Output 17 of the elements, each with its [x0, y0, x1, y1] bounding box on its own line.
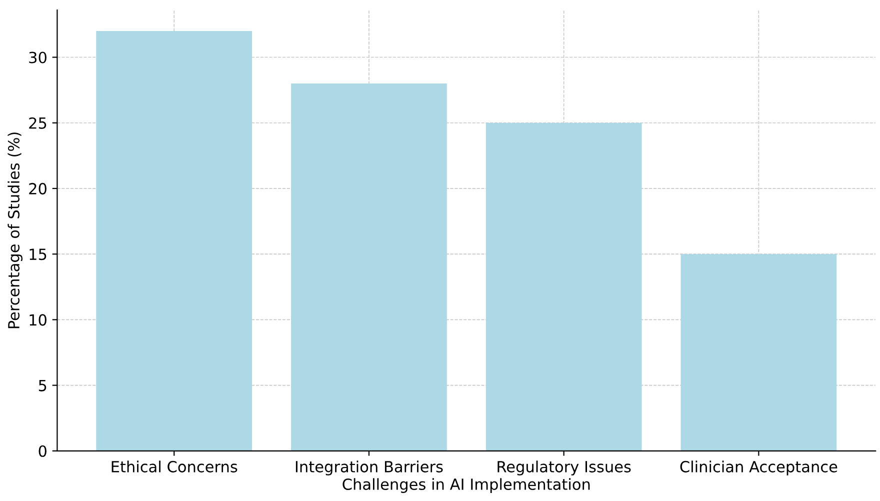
y-tick-label: 30 [29, 52, 46, 64]
y-tick-label: 5 [38, 380, 46, 392]
x-tick-label: Integration Barriers [296, 460, 443, 476]
y-tick-label: 15 [30, 248, 46, 260]
bar [486, 122, 642, 451]
bar [291, 84, 447, 451]
x-axis-title: Challenges in AI Implementation [342, 478, 590, 493]
y-tick-label: 10 [30, 314, 46, 326]
y-tick-label: 0 [38, 445, 46, 457]
x-tick-label: Regulatory Issues [498, 460, 631, 476]
bar [680, 254, 837, 451]
bar [96, 31, 252, 451]
y-tick-label: 20 [29, 182, 46, 194]
y-axis-title: Percentage of Studies (%) [8, 132, 22, 328]
x-tick-label: Ethical Concerns [112, 460, 238, 472]
y-tick-label: 25 [29, 117, 46, 129]
x-tick-label: Clinician Acceptance [680, 460, 838, 476]
